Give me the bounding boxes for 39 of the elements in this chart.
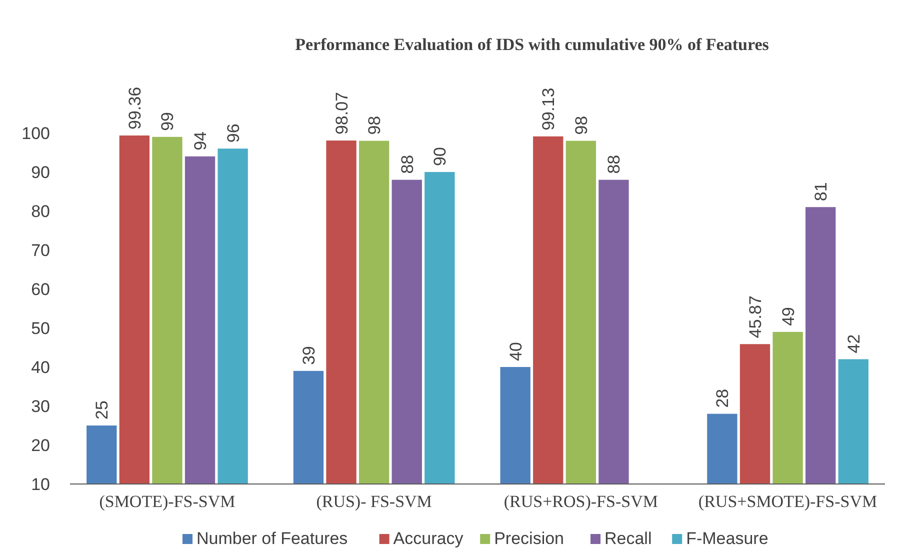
data-label: 25 [92, 400, 112, 420]
y-tick-label: 60 [31, 280, 50, 299]
data-label: 88 [604, 154, 624, 174]
data-label: 99 [158, 112, 178, 131]
y-tick-label: 50 [31, 319, 50, 338]
x-tick-label: (RUS)- FS-SVM [316, 492, 432, 511]
chart-title: Performance Evaluation of IDS with cumulative 90% of Features [295, 35, 770, 54]
data-label: 98.07 [332, 92, 352, 135]
y-tick-label: 30 [31, 397, 50, 416]
data-label: 88 [398, 154, 417, 174]
y-tick-label: 80 [31, 202, 50, 221]
data-label: 99.36 [125, 86, 144, 130]
y-tick-label: 70 [31, 241, 50, 260]
x-tick-label: (SMOTE)-FS-SVM [99, 492, 236, 511]
y-tick-label: 10 [31, 475, 50, 494]
data-label: 81 [812, 182, 831, 202]
x-tick-label: (RUS+ROS)-FS-SVM [504, 492, 658, 511]
data-label: 39 [299, 346, 318, 365]
y-tick-label: 100 [22, 124, 50, 143]
data-label: 28 [713, 388, 732, 408]
data-label: 96 [224, 124, 243, 143]
legend-label: F-Measure [686, 529, 768, 548]
legend-label: Precision [494, 529, 564, 548]
data-label: 45.87 [746, 296, 765, 338]
y-tick-label: 20 [31, 436, 50, 455]
legend-label: Accuracy [393, 529, 464, 548]
data-label: 99.13 [539, 88, 558, 130]
data-label: 94 [191, 131, 210, 150]
data-label: 98 [572, 116, 591, 135]
y-tick-label: 40 [31, 358, 50, 377]
y-tick-label: 90 [31, 163, 50, 182]
data-label: 42 [844, 334, 864, 354]
data-label: 40 [506, 342, 526, 361]
legend-label: Recall [604, 529, 652, 548]
data-label: 49 [778, 306, 798, 326]
data-label: 98 [365, 116, 384, 135]
data-label: 90 [430, 147, 450, 166]
x-tick-label: (RUS+SMOTE)-FS-SVM [698, 492, 878, 511]
legend-label: Number of Features [196, 529, 348, 548]
